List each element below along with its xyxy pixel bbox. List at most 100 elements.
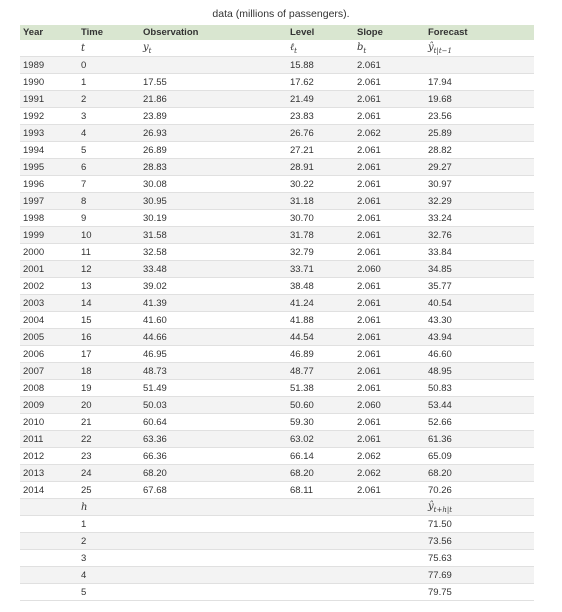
cell — [354, 566, 425, 584]
table-row: 1993 4 26.93 26.76 2.062 25.89 — [20, 124, 534, 142]
cell: 38.48 — [287, 277, 354, 295]
cell: 2.061 — [354, 107, 425, 125]
symbol-subscript: t — [148, 46, 152, 55]
cell: 30.95 — [140, 192, 287, 210]
symbol-base: ŷ — [428, 500, 434, 512]
table-row: 2014 25 67.68 68.11 2.061 70.26 — [20, 481, 534, 499]
cell: 43.30 — [425, 311, 534, 329]
cell: 48.77 — [287, 362, 354, 380]
symbol: ℓt — [290, 42, 297, 55]
cell: 8 — [78, 192, 140, 210]
table-row: 1992 3 23.89 23.83 2.061 23.56 — [20, 107, 534, 125]
table-row: 2008 19 51.49 51.38 2.061 50.83 — [20, 379, 534, 397]
cell: 32.29 — [425, 192, 534, 210]
cell: 30.22 — [287, 175, 354, 193]
header-cell: Level — [287, 25, 354, 40]
cell: 50.03 — [140, 396, 287, 414]
horizon-cell: 1 — [78, 515, 140, 533]
cell: 24 — [78, 464, 140, 482]
cell: 10 — [78, 226, 140, 244]
table-row: 3 75.63 — [20, 549, 534, 567]
notation-cell: ℓt — [287, 40, 354, 57]
cell: 2003 — [20, 294, 78, 312]
cell: 1994 — [20, 141, 78, 159]
table-row: 2012 23 66.36 66.14 2.062 65.09 — [20, 447, 534, 465]
cell: 2.062 — [354, 464, 425, 482]
cell: 17.55 — [140, 73, 287, 91]
symbol-base: y — [143, 41, 149, 53]
symbol-base: b — [357, 41, 364, 53]
cell: 2004 — [20, 311, 78, 329]
cell: 18 — [78, 362, 140, 380]
cell: 2.061 — [354, 209, 425, 227]
cell: 68.20 — [425, 464, 534, 482]
cell: 2002 — [20, 277, 78, 295]
cell — [140, 566, 287, 584]
cell: 2.060 — [354, 396, 425, 414]
cell — [354, 515, 425, 533]
header-cell: Year — [20, 25, 78, 40]
symbol: ŷt+h|t — [428, 500, 453, 514]
cell — [287, 515, 354, 533]
cell — [354, 549, 425, 567]
symbol-base: ŷ — [428, 41, 434, 53]
notation-cell: yt — [140, 40, 287, 57]
symbol-subscript: t+h|t — [433, 505, 453, 514]
cell: 21 — [78, 413, 140, 431]
cell: 48.95 — [425, 362, 534, 380]
table-row: 1995 6 28.83 28.91 2.061 29.27 — [20, 158, 534, 176]
table-row: 1999 10 31.58 31.78 2.061 32.76 — [20, 226, 534, 244]
horizon-cell: 4 — [78, 566, 140, 584]
symbol-subscript: t — [363, 46, 367, 55]
table-row: 1998 9 30.19 30.70 2.061 33.24 — [20, 209, 534, 227]
cell: 41.88 — [287, 311, 354, 329]
table-row: 1991 2 21.86 21.49 2.061 19.68 — [20, 90, 534, 108]
cell: 28.83 — [140, 158, 287, 176]
cell — [140, 56, 287, 74]
table-row: 2009 20 50.03 50.60 2.060 53.44 — [20, 396, 534, 414]
horizon-cell: 5 — [78, 583, 140, 601]
cell: 2 — [78, 90, 140, 108]
cell: 1991 — [20, 90, 78, 108]
cell: 2.061 — [354, 141, 425, 159]
cell: 2.061 — [354, 90, 425, 108]
cell: 2.061 — [354, 328, 425, 346]
cell: 2.061 — [354, 413, 425, 431]
cell: 32.79 — [287, 243, 354, 261]
notation-cell: h — [78, 498, 140, 516]
cell: 2.061 — [354, 311, 425, 329]
table-row: 1997 8 30.95 31.18 2.061 32.29 — [20, 192, 534, 210]
symbol: h — [81, 501, 88, 513]
cell: 15.88 — [287, 56, 354, 74]
cell: 2.060 — [354, 260, 425, 278]
table-row: h ŷt+h|t — [20, 498, 534, 516]
cell: 1999 — [20, 226, 78, 244]
table-row: 1996 7 30.08 30.22 2.061 30.97 — [20, 175, 534, 193]
cell: 2.061 — [354, 430, 425, 448]
cell: 2.061 — [354, 379, 425, 397]
forecast-cell: 77.69 — [425, 566, 534, 584]
cell: 2.061 — [354, 362, 425, 380]
cell: 51.38 — [287, 379, 354, 397]
cell: 53.44 — [425, 396, 534, 414]
cell: 2.061 — [354, 192, 425, 210]
cell: 44.66 — [140, 328, 287, 346]
header-cell: Observation — [140, 25, 287, 40]
table-row: t yt ℓt bt ŷt|t−1 — [20, 40, 534, 57]
cell: 1 — [78, 73, 140, 91]
cell: 33.84 — [425, 243, 534, 261]
cell: 41.60 — [140, 311, 287, 329]
cell: 25.89 — [425, 124, 534, 142]
cell: 1993 — [20, 124, 78, 142]
header-row: Year Time Observation Level Slope Forecast — [20, 25, 534, 40]
cell — [140, 549, 287, 567]
cell: 2.061 — [354, 345, 425, 363]
cell: 2013 — [20, 464, 78, 482]
cell: 2011 — [20, 430, 78, 448]
cell: 70.26 — [425, 481, 534, 499]
cell: 46.95 — [140, 345, 287, 363]
cell: 59.30 — [287, 413, 354, 431]
table-row: 2000 11 32.58 32.79 2.061 33.84 — [20, 243, 534, 261]
cell: 6 — [78, 158, 140, 176]
table-row: 1 71.50 — [20, 515, 534, 533]
